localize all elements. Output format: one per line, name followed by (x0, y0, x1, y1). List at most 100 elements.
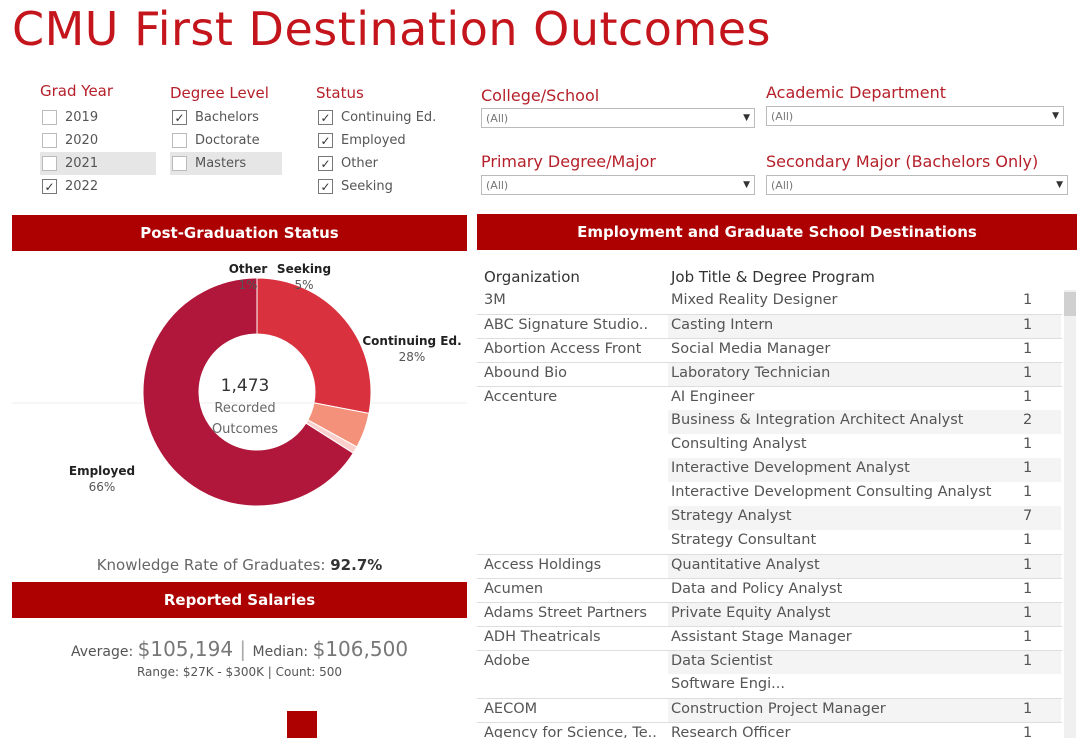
table-row[interactable]: Consulting Analyst 1 (477, 434, 1062, 458)
destinations-banner: Employment and Graduate School Destinati… (477, 214, 1077, 250)
checkbox-icon[interactable] (42, 133, 57, 148)
checkbox-checked-icon[interactable]: ✓ (318, 133, 333, 148)
status-donut-chart: Employed 66% Continuing Ed. 28% Seeking 5% Oth… (12, 262, 467, 507)
table-row[interactable]: ADH Theatricals Assistant Stage Manager 1 (477, 626, 1062, 650)
donut-center-line2: Outcomes (212, 422, 278, 437)
salary-range: Range: $27K - $300K | Count: 500 (12, 665, 467, 679)
donut-slice-other[interactable] (305, 419, 358, 454)
donut-labels: Employed 66% Continuing Ed. 28% Seeking 5% Oth… (69, 262, 462, 494)
job-cell: Interactive Development Consulting Analy… (671, 484, 992, 500)
job-cell: Private Equity Analyst (671, 605, 831, 621)
checkbox-icon[interactable] (172, 156, 187, 171)
table-row[interactable]: AECOM Construction Project Manager 1 (477, 698, 1062, 722)
checkbox-checked-icon[interactable]: ✓ (318, 110, 333, 125)
college-dropdown[interactable]: (All) ▼ (481, 108, 755, 128)
status-option[interactable]: ✓ Other (316, 152, 450, 175)
table-row[interactable]: Abound Bio Laboratory Technician 1 (477, 362, 1062, 386)
table-row[interactable]: ABC Signature Studio.. Casting Intern 1 (477, 314, 1062, 338)
checkbox-icon[interactable] (172, 133, 187, 148)
degree-level-options: ✓ Bachelors Doctorate Masters (170, 106, 282, 175)
checkbox-icon[interactable] (42, 110, 57, 125)
count-separator: | (263, 665, 276, 679)
table-row[interactable]: Software Engi... (477, 674, 1062, 698)
average-label: Average: (70, 644, 138, 660)
table-row[interactable]: Acumen Data and Policy Analyst 1 (477, 578, 1062, 602)
department-dropdown[interactable]: (All) ▼ (766, 106, 1064, 126)
table-row[interactable]: Interactive Development Analyst 1 (477, 458, 1062, 482)
status-option[interactable]: ✓ Employed (316, 129, 450, 152)
table-row[interactable]: Accenture AI Engineer 1 (477, 386, 1062, 410)
status-option[interactable]: ✓ Seeking (316, 175, 450, 198)
table-row[interactable]: Interactive Development Consulting Analy… (477, 482, 1062, 506)
department-value: (All) (771, 109, 794, 123)
count-band (1019, 362, 1061, 386)
count-cell: 1 (1023, 292, 1033, 308)
table-row[interactable]: Strategy Analyst 7 (477, 506, 1062, 530)
count-cell: 2 (1023, 412, 1033, 428)
donut-center-value: 1,473 (221, 376, 270, 396)
primary-major-value: (All) (486, 178, 509, 192)
count-cell: 1 (1023, 629, 1033, 645)
option-label: Seeking (341, 179, 393, 194)
table-row[interactable]: Strategy Consultant 1 (477, 530, 1062, 554)
checkbox-checked-icon[interactable]: ✓ (172, 110, 187, 125)
checkbox-checked-icon[interactable]: ✓ (318, 156, 333, 171)
donut-slice-employed[interactable] (142, 277, 354, 507)
table-row[interactable]: Business & Integration Architect Analyst… (477, 410, 1062, 434)
count-cell: 1 (1023, 532, 1033, 548)
row-band (668, 578, 1019, 602)
count-cell: 1 (1023, 653, 1033, 669)
grad-year-option[interactable]: ✓ 2022 (40, 175, 156, 198)
degree-level-option[interactable]: Masters (170, 152, 282, 175)
median-value: $106,500 (312, 637, 409, 661)
row-band (668, 530, 1019, 554)
count-band (1019, 602, 1061, 626)
table-row[interactable]: Abortion Access Front Social Media Manage… (477, 338, 1062, 362)
row-band (668, 410, 1019, 434)
row-band (668, 338, 1019, 362)
org-cell: AECOM (484, 701, 538, 717)
salary-separator: | (233, 637, 253, 661)
org-cell: Accenture (484, 389, 558, 405)
degree-level-option[interactable]: ✓ Bachelors (170, 106, 282, 129)
count-band (1019, 506, 1061, 530)
salary-summary: Average: $105,194 | Median: $106,500 (12, 637, 467, 661)
grad-year-option[interactable]: 2021 (40, 152, 156, 175)
donut-label-percent: 1% (238, 278, 257, 292)
checkbox-checked-icon[interactable]: ✓ (318, 179, 333, 194)
salary-histogram-bar (287, 711, 317, 738)
checkbox-icon[interactable] (42, 156, 57, 171)
degree-level-option[interactable]: Doctorate (170, 129, 282, 152)
count-band (1019, 722, 1061, 738)
row-band (668, 434, 1019, 458)
checkbox-checked-icon[interactable]: ✓ (42, 179, 57, 194)
donut-slice-continuing-ed[interactable] (256, 277, 372, 414)
row-band (668, 674, 1019, 698)
primary-major-label: Primary Degree/Major (481, 152, 656, 171)
count-cell: 1 (1023, 605, 1033, 621)
option-label: Employed (341, 133, 406, 148)
status-option[interactable]: ✓ Continuing Ed. (316, 106, 450, 129)
grad-year-option[interactable]: 2019 (40, 106, 156, 129)
table-scrollbar[interactable] (1064, 290, 1076, 738)
count-cell: 1 (1023, 365, 1033, 381)
grad-year-option[interactable]: 2020 (40, 129, 156, 152)
job-cell: Software Engi... (671, 676, 785, 692)
column-header-job-title: Job Title & Degree Program (671, 268, 875, 286)
table-row[interactable]: Access Holdings Quantitative Analyst 1 (477, 554, 1062, 578)
degree-level-filter: Degree Level ✓ Bachelors Doctorate Masters (170, 84, 282, 175)
table-scrollbar-thumb[interactable] (1064, 292, 1076, 316)
table-row[interactable]: Agency for Science, Te.. Research Officer… (477, 722, 1062, 738)
org-cell: 3M (484, 292, 506, 308)
table-row[interactable]: Adams Street Partners Private Equity Anal… (477, 602, 1062, 626)
average-value: $105,194 (137, 637, 234, 661)
table-row[interactable]: 3M Mixed Reality Designer 1 (477, 290, 1062, 314)
table-row[interactable]: Adobe Data Scientist 1 (477, 650, 1062, 674)
count-band (1019, 698, 1061, 722)
primary-major-dropdown[interactable]: (All) ▼ (481, 175, 755, 195)
org-cell: Agency for Science, Te.. (484, 725, 657, 738)
secondary-major-dropdown[interactable]: (All) ▼ (766, 175, 1068, 195)
count-cell: 7 (1023, 508, 1033, 524)
job-cell: Quantitative Analyst (671, 557, 820, 573)
row-band (668, 506, 1019, 530)
